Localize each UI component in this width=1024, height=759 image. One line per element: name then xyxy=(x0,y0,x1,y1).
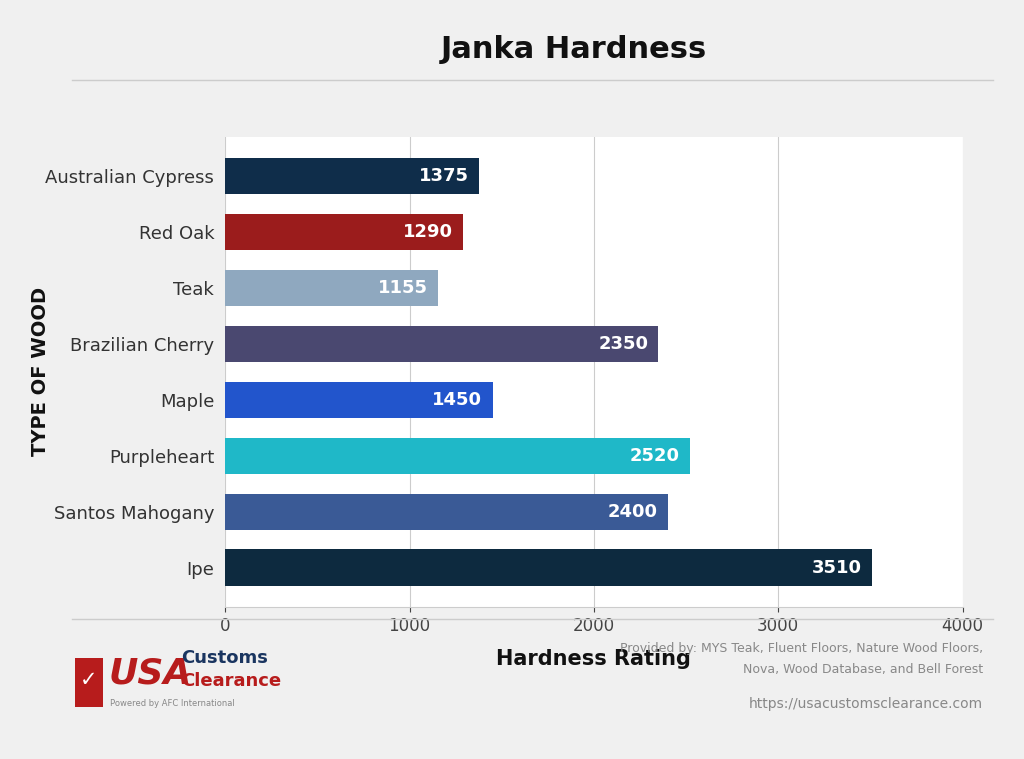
Bar xyxy=(225,270,438,306)
Text: https://usacustomsclearance.com: https://usacustomsclearance.com xyxy=(749,697,983,710)
Text: 2400: 2400 xyxy=(607,502,657,521)
Text: 1290: 1290 xyxy=(402,223,453,241)
Text: 2520: 2520 xyxy=(630,447,680,465)
Text: USA: USA xyxy=(109,657,191,691)
Text: Powered by AFC International: Powered by AFC International xyxy=(110,699,234,708)
Bar xyxy=(225,382,493,418)
Text: 2350: 2350 xyxy=(598,335,648,353)
Text: 1375: 1375 xyxy=(419,167,469,185)
X-axis label: Hardness Rating: Hardness Rating xyxy=(497,649,691,669)
Text: ✓: ✓ xyxy=(80,670,98,690)
Text: Provided by: MYS Teak, Fluent Floors, Nature Wood Floors,: Provided by: MYS Teak, Fluent Floors, Na… xyxy=(620,642,983,656)
Text: 1155: 1155 xyxy=(378,279,428,297)
Text: 1450: 1450 xyxy=(432,391,482,409)
Text: Nova, Wood Database, and Bell Forest: Nova, Wood Database, and Bell Forest xyxy=(743,663,983,676)
Text: Janka Hardness: Janka Hardness xyxy=(440,35,707,64)
Text: 3510: 3510 xyxy=(812,559,862,577)
Bar xyxy=(225,158,478,194)
Text: Clearance: Clearance xyxy=(181,672,282,690)
Bar xyxy=(225,493,668,530)
Bar xyxy=(225,326,658,362)
Bar xyxy=(225,438,690,474)
Bar xyxy=(225,214,463,250)
Text: TYPE OF WOOD: TYPE OF WOOD xyxy=(32,288,50,456)
Text: Customs: Customs xyxy=(181,649,268,667)
Bar xyxy=(225,550,872,586)
